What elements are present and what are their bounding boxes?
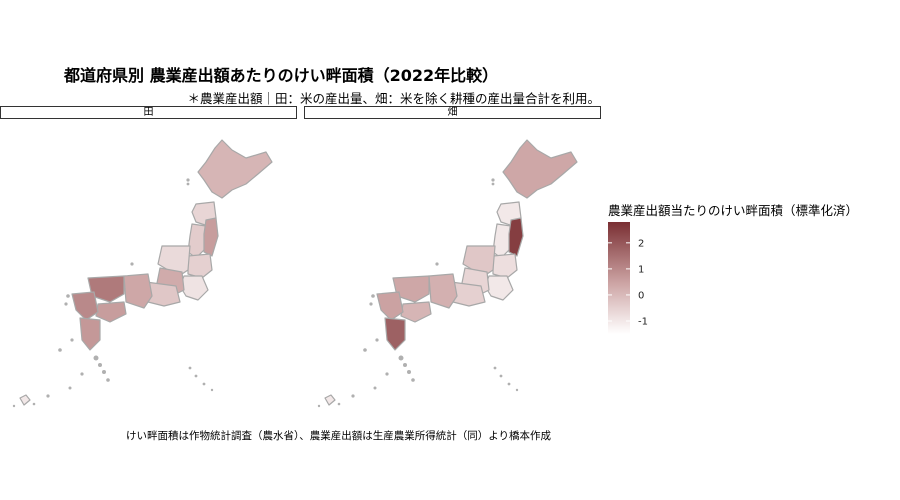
island-rice-14 bbox=[12, 404, 16, 408]
island-rice-2 bbox=[102, 370, 106, 374]
map-panel-rice bbox=[12, 139, 273, 408]
region-hokkaido-rice bbox=[197, 139, 273, 199]
region-tohoku-east-field bbox=[508, 217, 524, 257]
island-field-3 bbox=[411, 378, 415, 382]
island-rice-1 bbox=[98, 363, 102, 367]
island-field-17 bbox=[435, 262, 439, 266]
island-rice-6 bbox=[46, 394, 50, 398]
region-hokkaido-field bbox=[502, 139, 578, 199]
island-field-4 bbox=[385, 372, 389, 376]
legend-tick-label-0: 2 bbox=[638, 238, 644, 249]
island-rice-8 bbox=[70, 338, 74, 342]
facet-strip-field: 畑 bbox=[304, 106, 601, 119]
island-field-0 bbox=[398, 355, 404, 361]
island-rice-19 bbox=[186, 182, 190, 186]
island-field-11 bbox=[507, 382, 511, 386]
facet-strip-rice: 田 bbox=[0, 106, 297, 119]
region-kyushu-south-rice bbox=[79, 317, 101, 351]
island-rice-3 bbox=[106, 378, 110, 382]
legend-gradient-bar bbox=[608, 222, 630, 334]
map-panels bbox=[12, 139, 578, 408]
island-rice-11 bbox=[202, 382, 206, 386]
island-field-7 bbox=[363, 348, 367, 352]
region-shikoku-field bbox=[400, 301, 432, 323]
chart-caption: けい畔面積は作物統計調査（農水省）、農業産出額は生産農業所得統計（同）より橋本作… bbox=[126, 430, 552, 442]
island-rice-18 bbox=[186, 178, 190, 182]
legend-tick-label-3: -1 bbox=[638, 316, 648, 327]
region-shikoku-rice bbox=[95, 301, 127, 323]
island-field-8 bbox=[375, 338, 379, 342]
island-rice-0 bbox=[93, 355, 99, 361]
region-tohoku-west-rice bbox=[187, 223, 207, 259]
island-field-6 bbox=[351, 394, 355, 398]
island-field-2 bbox=[407, 370, 411, 374]
region-kinki-field bbox=[428, 273, 458, 309]
region-okinawa-rice bbox=[19, 394, 31, 406]
island-rice-13 bbox=[32, 402, 36, 406]
island-rice-5 bbox=[68, 386, 72, 390]
color-legend: 2 1 0 -1 bbox=[608, 222, 648, 334]
region-tohoku-east-rice bbox=[203, 217, 219, 257]
region-okinawa-field bbox=[324, 394, 336, 406]
island-field-14 bbox=[317, 404, 321, 408]
island-field-10 bbox=[499, 374, 503, 378]
island-rice-7 bbox=[58, 348, 62, 352]
map-panel-field bbox=[317, 139, 578, 408]
island-rice-10 bbox=[194, 374, 198, 378]
island-rice-9 bbox=[188, 366, 192, 370]
island-field-13 bbox=[337, 402, 341, 406]
island-field-9 bbox=[493, 366, 497, 370]
region-tohoku-south-field bbox=[492, 253, 518, 279]
island-field-15 bbox=[371, 294, 375, 298]
island-field-12 bbox=[515, 388, 519, 392]
island-field-16 bbox=[369, 302, 373, 306]
island-field-1 bbox=[403, 363, 407, 367]
chart-subtitle: ＊農業産出額｜田：米の産出量、畑：米を除く耕種の産出量合計を利用。 bbox=[187, 91, 600, 106]
legend-tick-label-1: 1 bbox=[638, 264, 644, 275]
island-rice-12 bbox=[210, 388, 214, 392]
legend-title: 農業産出額当たりのけい畔面積（標準化済） bbox=[608, 203, 859, 218]
island-rice-16 bbox=[64, 302, 68, 306]
island-field-5 bbox=[373, 386, 377, 390]
island-rice-17 bbox=[130, 262, 134, 266]
region-kyushu-north-rice bbox=[71, 291, 99, 321]
region-kyushu-south-field bbox=[384, 317, 406, 351]
region-kyushu-north-field bbox=[376, 291, 404, 321]
region-tohoku-south-rice bbox=[187, 253, 213, 279]
region-kinki-rice bbox=[123, 273, 153, 309]
island-rice-4 bbox=[80, 372, 84, 376]
island-field-19 bbox=[491, 182, 495, 186]
region-tohoku-west-field bbox=[492, 223, 512, 259]
legend-tick-label-2: 0 bbox=[638, 290, 644, 301]
island-field-18 bbox=[491, 178, 495, 182]
chart-title: 都道府県別 農業産出額あたりのけい畔面積（2022年比較） bbox=[64, 66, 499, 85]
island-rice-15 bbox=[66, 294, 70, 298]
